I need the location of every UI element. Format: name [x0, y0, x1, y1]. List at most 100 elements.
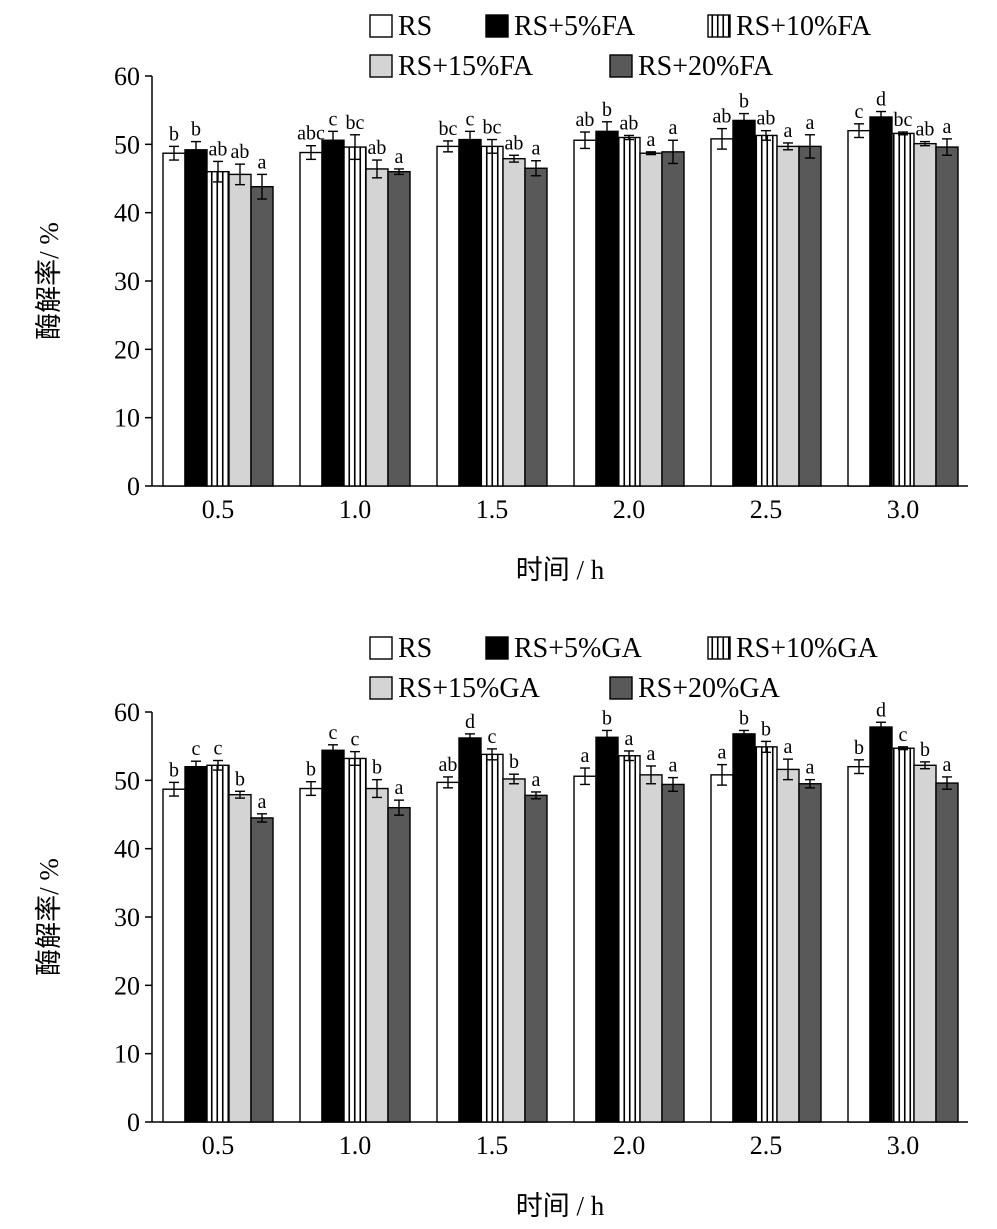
bar	[321, 749, 345, 1123]
bar	[710, 138, 734, 487]
bar	[869, 116, 893, 487]
bar	[162, 788, 186, 1123]
significance-letter: a	[581, 745, 590, 767]
bar	[661, 783, 685, 1123]
significance-letter: bc	[894, 109, 913, 131]
y-axis-label: 酶解率/ %	[34, 222, 64, 340]
bar	[754, 746, 778, 1123]
significance-letter: b	[602, 99, 612, 121]
legend-swatch	[369, 636, 393, 660]
bar	[798, 783, 822, 1123]
bar	[365, 787, 389, 1123]
significance-letter: b	[509, 751, 519, 773]
significance-letter: b	[920, 739, 930, 761]
legend-item: RS	[369, 11, 432, 42]
significance-letter: c	[214, 738, 223, 760]
significance-letter: b	[854, 737, 864, 759]
bar	[458, 737, 482, 1123]
significance-letter: a	[806, 112, 815, 134]
significance-letter: bc	[346, 112, 365, 134]
bar	[365, 168, 389, 487]
bar	[524, 794, 548, 1123]
x-tick-label: 2.5	[750, 495, 783, 524]
bar	[184, 765, 208, 1123]
bar	[387, 170, 411, 487]
legend-label: RS	[398, 633, 432, 664]
significance-letter: ab	[231, 141, 250, 163]
bar	[595, 736, 619, 1123]
x-tick-label: 1.0	[339, 495, 372, 524]
y-tick-label: 60	[114, 62, 140, 91]
x-tick-label: 3.0	[887, 1131, 920, 1160]
bar	[206, 764, 230, 1123]
bar	[228, 793, 252, 1123]
x-tick-label: 1.5	[476, 1131, 509, 1160]
y-axis-label: 酶解率/ %	[34, 858, 64, 976]
legend-label: RS+10%FA	[736, 11, 872, 42]
legend-label: RS+5%GA	[514, 633, 643, 664]
bar	[573, 775, 597, 1123]
significance-letter: ab	[620, 112, 639, 134]
significance-letter: ab	[713, 106, 732, 128]
y-tick-label: 20	[114, 971, 140, 1000]
significance-letter: abc	[297, 123, 325, 145]
bar	[299, 151, 323, 487]
bar	[798, 145, 822, 487]
significance-letter: a	[647, 743, 656, 765]
legend-item: RS+10%FA	[707, 11, 872, 42]
bar	[206, 170, 230, 487]
bar	[847, 765, 871, 1123]
bar	[776, 768, 800, 1123]
bar	[250, 817, 274, 1123]
significance-letter: c	[466, 108, 475, 130]
legend-label: RS+20%GA	[638, 673, 781, 704]
significance-letter: a	[532, 769, 541, 791]
legend-swatch	[485, 14, 509, 38]
bar	[502, 157, 526, 487]
x-tick-label: 2.0	[613, 1131, 646, 1160]
significance-letter: a	[532, 138, 541, 160]
significance-letter: a	[943, 754, 952, 776]
legend-label: RS+10%GA	[736, 633, 879, 664]
bar	[480, 753, 504, 1123]
bar	[891, 132, 915, 487]
significance-letter: d	[876, 699, 886, 721]
significance-letter: a	[258, 791, 267, 813]
significance-letter: c	[855, 101, 864, 123]
bar	[436, 145, 460, 487]
y-tick-label: 50	[114, 766, 140, 795]
significance-letter: d	[876, 89, 886, 111]
significance-letter: ab	[368, 137, 387, 159]
y-tick-label: 40	[114, 199, 140, 228]
y-tick-label: 30	[114, 903, 140, 932]
bar	[228, 173, 252, 487]
x-tick-label: 0.5	[202, 1131, 235, 1160]
bar	[250, 185, 274, 487]
bar	[710, 774, 734, 1123]
bar	[573, 139, 597, 487]
legend-swatch	[707, 636, 731, 660]
bar	[754, 134, 778, 487]
significance-letter: a	[258, 151, 267, 173]
bar	[869, 726, 893, 1123]
bar	[184, 149, 208, 487]
significance-letter: a	[806, 757, 815, 779]
bar	[891, 747, 915, 1123]
legend-swatch	[369, 676, 393, 700]
x-axis-label: 时间 / h	[516, 1191, 605, 1221]
significance-letter: a	[395, 777, 404, 799]
y-tick-label: 10	[114, 404, 140, 433]
bar	[436, 781, 460, 1123]
bar	[732, 733, 756, 1123]
legend-label: RS	[398, 11, 432, 42]
bar	[935, 146, 959, 487]
bar	[847, 129, 871, 487]
significance-letter: a	[784, 120, 793, 142]
y-tick-label: 50	[114, 130, 140, 159]
x-tick-label: 1.0	[339, 1131, 372, 1160]
significance-letter: c	[899, 724, 908, 746]
significance-letter: ab	[505, 132, 524, 154]
significance-letter: b	[191, 119, 201, 141]
significance-letter: c	[192, 738, 201, 760]
